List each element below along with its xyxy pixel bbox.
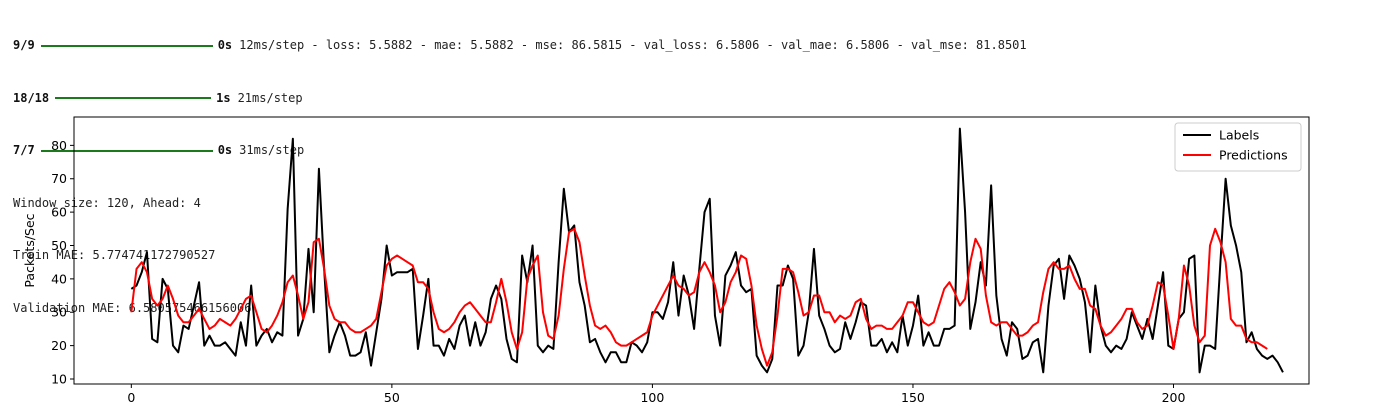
elapsed-time: 0s [217,38,233,52]
y-tick-label: 10 [51,371,67,386]
x-tick-label: 0 [127,390,135,405]
y-tick-label: 80 [51,138,67,153]
train-mae-output: Train MAE: 5.774741172790527 [13,248,216,262]
y-tick-label: 30 [51,305,67,320]
y-tick-label: 20 [51,338,67,353]
step-time: 31ms/step [239,143,305,157]
epoch-counter: 7/7 [13,143,35,157]
training-metrics: 12ms/step - loss: 5.5882 - mae: 5.5882 -… [239,38,1027,52]
progress-bar [40,44,213,47]
x-axis: 0 50 100 150 200 [127,384,1185,405]
y-axis-label: Packets/Sec [22,213,37,287]
elapsed-time: 1s [216,90,231,105]
x-tick-label: 150 [901,390,925,405]
legend-label-labels: Labels [1219,128,1259,143]
axes-frame [73,116,1310,385]
epoch-counter: 18/18 [13,90,50,105]
y-tick-label: 70 [51,171,67,186]
x-tick-label: 200 [1162,390,1186,405]
x-tick-label: 100 [640,390,664,405]
legend: Labels Predictions [1174,122,1302,172]
training-log-line-1: 9/9 0s 12ms/step - loss: 5.5882 - mae: 5… [13,37,1027,55]
training-log-line-3: 7/7 0s 31ms/step [13,142,1027,160]
series-line-predictions [130,227,1268,367]
plot-area [130,127,1284,374]
y-tick-label: 40 [51,271,67,286]
y-tick-label: 60 [51,205,67,220]
step-time: 21ms/step [237,90,303,105]
x-tick-label: 50 [384,390,400,405]
training-log-line-2: 18/18 1s 21ms/step [13,90,1027,108]
y-axis: 10 20 30 40 50 60 70 80 [51,138,74,386]
y-tick-label: 50 [51,238,67,253]
progress-bar [40,149,213,152]
elapsed-time: 0s [217,143,233,157]
epoch-counter: 9/9 [13,38,35,52]
window-info: Window size: 120, Ahead: 4 [13,195,201,210]
progress-bar [55,97,212,100]
legend-label-predictions: Predictions [1219,148,1288,163]
series-line-labels [130,127,1284,374]
console-output: 9/9 0s 12ms/step - loss: 5.5882 - mae: 5… [13,2,1027,335]
